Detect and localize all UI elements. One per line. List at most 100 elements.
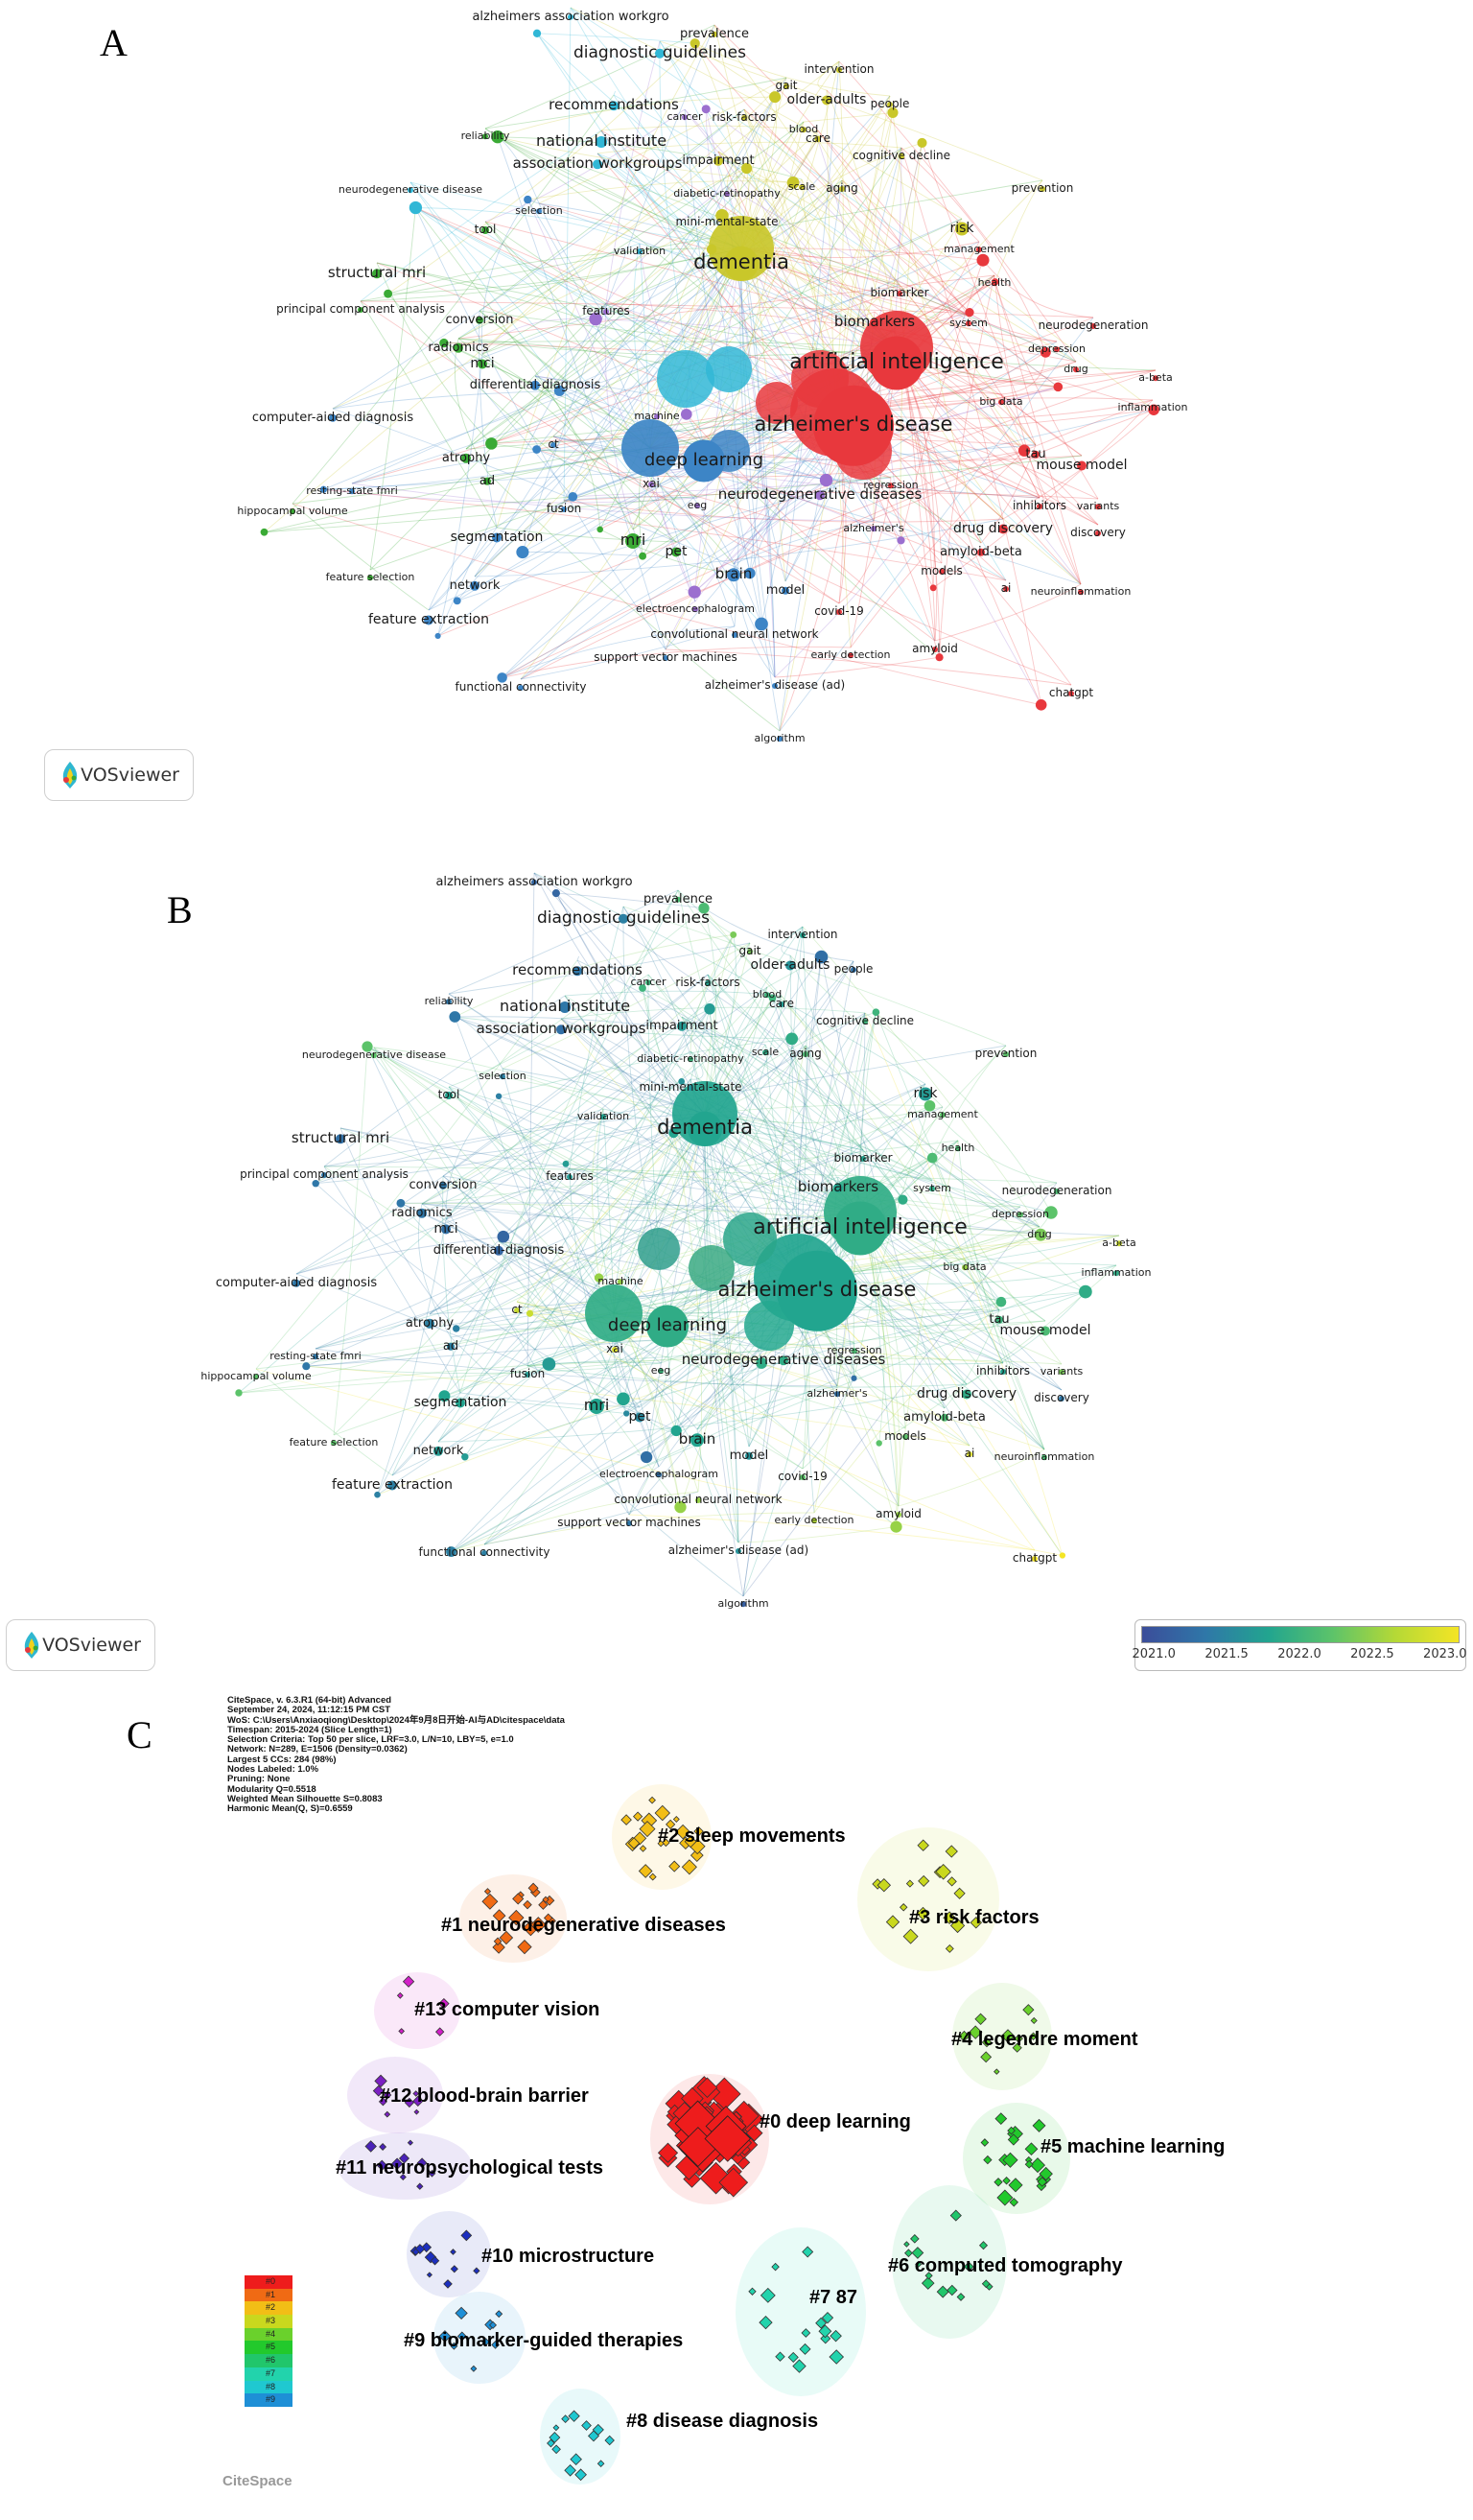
- cluster-node: [512, 1893, 525, 1905]
- network-link: [633, 243, 651, 449]
- network-link: [902, 1199, 1021, 1208]
- keyword-label: network: [450, 578, 501, 593]
- network-link: [642, 987, 864, 1151]
- network-node: [741, 162, 753, 175]
- network-link: [859, 1212, 898, 1527]
- network-node: [550, 442, 556, 448]
- network-link: [323, 488, 1007, 581]
- network-link: [805, 1045, 903, 1200]
- network-node: [888, 483, 894, 489]
- network-link: [622, 906, 970, 1447]
- network-node: [524, 195, 532, 204]
- network-link: [957, 1140, 1045, 1450]
- network-link: [400, 1202, 861, 1213]
- cluster-node: [633, 1811, 643, 1822]
- network-link: [484, 128, 742, 249]
- keyword-label: functional connectivity: [419, 1545, 550, 1559]
- network-link: [704, 1113, 739, 1543]
- cluster-label: #2 sleep movements: [658, 1825, 846, 1847]
- network-node: [562, 1160, 570, 1167]
- cluster-node: [450, 2249, 456, 2255]
- keyword-label: inflammation: [1082, 1266, 1152, 1279]
- colorbar-tick: 2021.0: [1132, 1647, 1176, 1661]
- network-node: [319, 485, 328, 493]
- network-link: [533, 872, 1040, 1228]
- citespace-cluster-map: #0 deep learning #1 neurodegenerative dis…: [336, 1784, 1225, 2485]
- network-link: [387, 247, 742, 294]
- network-link: [645, 986, 768, 1458]
- network-node: [678, 1078, 686, 1085]
- network-node: [1095, 530, 1101, 536]
- keyword-label: chatgpt: [1049, 686, 1093, 699]
- network-link: [480, 199, 528, 355]
- keyword-label: fusion: [547, 502, 581, 515]
- keyword-label: a-beta: [1102, 1236, 1136, 1249]
- keyword-label: machine: [597, 1275, 643, 1287]
- network-node: [1044, 1206, 1058, 1219]
- network-node: [836, 67, 842, 73]
- cluster-group: #9 biomarker-guided therapies: [404, 2292, 683, 2384]
- cluster-node: [450, 2265, 458, 2273]
- network-link: [323, 1045, 1007, 1167]
- network-link: [442, 1175, 615, 1314]
- network-node: [532, 29, 542, 37]
- network-node: [929, 584, 937, 592]
- keyword-label: gait: [775, 79, 797, 92]
- network-link: [649, 317, 1094, 449]
- network-link: [1002, 409, 1155, 520]
- network-link: [707, 974, 1002, 1303]
- network-node: [917, 137, 927, 148]
- cluster-node: [491, 2341, 500, 2349]
- network-node: [924, 1099, 936, 1112]
- network-link: [429, 1113, 706, 1315]
- network-link: [707, 974, 799, 1279]
- cluster-node: [564, 2463, 576, 2477]
- cluster-node: [918, 1874, 930, 1887]
- network-link: [292, 503, 430, 611]
- keyword-label: covid-19: [778, 1470, 828, 1483]
- network-link: [429, 1045, 807, 1315]
- cluster-node: [412, 2090, 419, 2097]
- cluster-label: #9 biomarker-guided therapies: [404, 2330, 683, 2351]
- network-node: [387, 1480, 397, 1491]
- cluster-node: [378, 2097, 387, 2107]
- legend-swatch: #4: [245, 2327, 292, 2342]
- network-map-overlay-view: alzheimers association workgro diagnostic…: [200, 872, 1152, 1610]
- network-link: [649, 168, 748, 449]
- cluster-node: [529, 1917, 547, 1933]
- network-node: [329, 413, 337, 422]
- network-node: [454, 342, 463, 353]
- cluster-node: [435, 2027, 445, 2037]
- network-link: [613, 1008, 711, 1314]
- keyword-label: resting-state fmri: [269, 1350, 362, 1362]
- network-node: [481, 1550, 487, 1556]
- cluster-node: [552, 2424, 560, 2432]
- network-node: [553, 385, 565, 396]
- network-node: [762, 1049, 768, 1056]
- network-node: [876, 1440, 882, 1447]
- network-node: [998, 524, 1008, 534]
- cluster-node: [374, 2074, 387, 2088]
- network-link: [864, 1012, 1064, 1556]
- network-link: [538, 77, 787, 204]
- cluster-node: [718, 2167, 749, 2198]
- network-link: [483, 1491, 699, 1545]
- network-node: [929, 1186, 935, 1192]
- cluster-node: [1012, 2042, 1022, 2053]
- network-node: [321, 1172, 327, 1178]
- network-node: [967, 1451, 972, 1457]
- cluster-node: [943, 1911, 956, 1924]
- network-link: [502, 942, 751, 1070]
- cluster-label: #12 blood-brain barrier: [380, 2085, 589, 2107]
- network-link: [391, 1277, 799, 1476]
- network-link: [360, 300, 498, 529]
- network-node: [704, 1003, 715, 1015]
- network-link: [552, 436, 1040, 499]
- network-node: [481, 226, 489, 234]
- network-link: [529, 1044, 766, 1314]
- network-node: [887, 102, 893, 107]
- network-link: [498, 1240, 624, 1400]
- keyword-label: fusion: [510, 1367, 545, 1380]
- cluster-label: #0 deep learning: [760, 2111, 911, 2132]
- network-node: [851, 1375, 857, 1381]
